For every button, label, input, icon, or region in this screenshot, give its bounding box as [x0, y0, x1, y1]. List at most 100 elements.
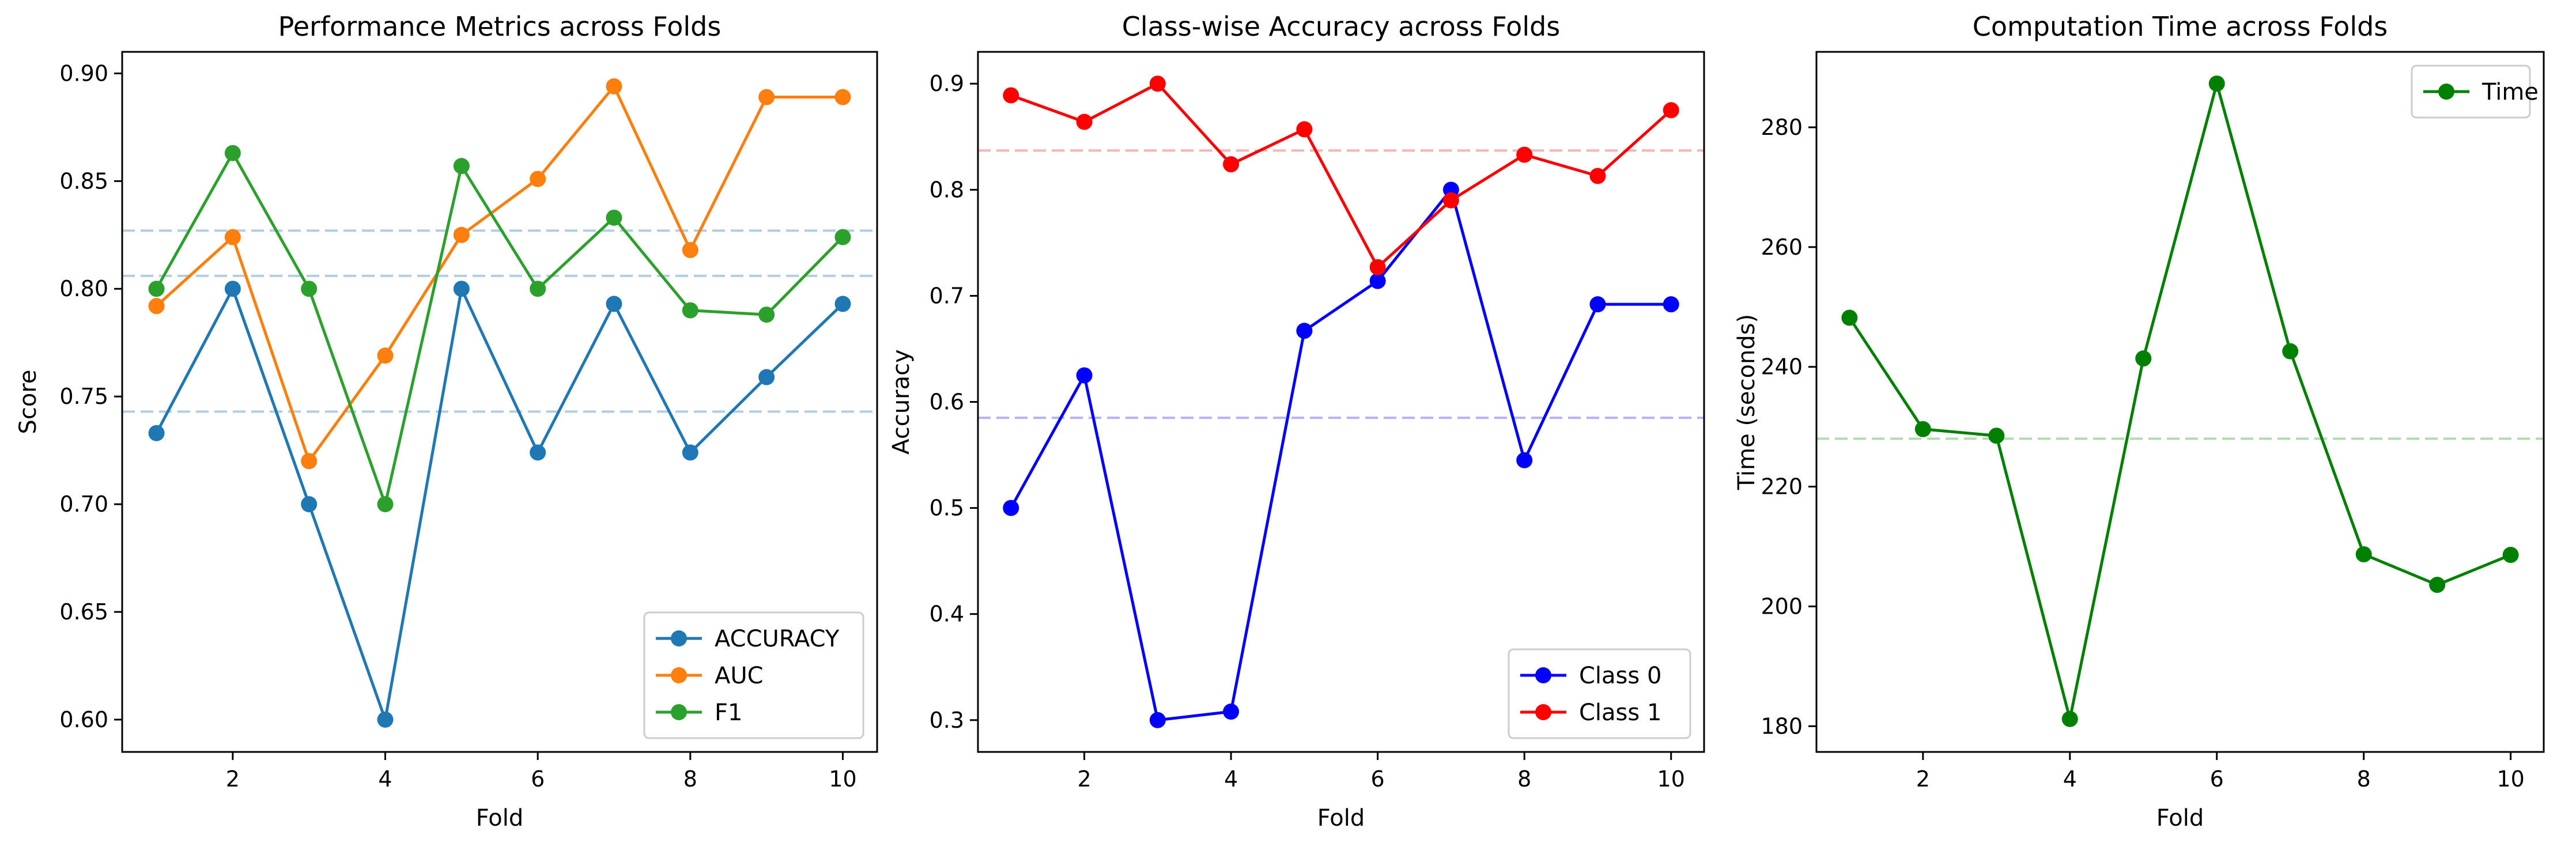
legend-box — [1508, 648, 1691, 739]
data-point-class-0-fold-3 — [1149, 712, 1166, 728]
data-point-class-1-fold-5 — [1296, 121, 1313, 138]
data-point-class-1-fold-2 — [1076, 114, 1093, 130]
y-tick-label: 0.80 — [59, 276, 108, 301]
data-point-f1-fold-1 — [148, 281, 165, 297]
y-tick-label: 0.9 — [930, 71, 964, 96]
y-tick-label: 260 — [1761, 235, 1803, 260]
legend-label-f1: F1 — [715, 699, 742, 726]
data-point-class-1-fold-1 — [1003, 87, 1019, 104]
plot-frame — [977, 51, 1705, 753]
x-tick-label: 8 — [1517, 766, 1531, 792]
x-tick-label: 10 — [2496, 766, 2524, 792]
data-point-accuracy-fold-10 — [834, 296, 851, 312]
legend-marker-f1 — [671, 704, 687, 720]
y-tick-label: 0.7 — [930, 283, 964, 308]
data-point-accuracy-fold-3 — [301, 496, 318, 513]
legend: ACCURACY AUC F1 — [643, 611, 864, 739]
y-tick-label: 180 — [1761, 713, 1803, 739]
y-tick-label: 220 — [1761, 474, 1803, 500]
data-point-time-fold-1 — [1841, 309, 1858, 326]
legend-label-class-0: Class 0 — [1579, 663, 1661, 689]
y-tick-label: 0.6 — [930, 390, 964, 415]
legend-label-class-1: Class 1 — [1579, 699, 1661, 726]
legend-label-time: Time — [2481, 79, 2539, 105]
data-point-accuracy-fold-4 — [377, 711, 394, 728]
data-point-f1-fold-4 — [377, 496, 394, 513]
plot-frame — [1815, 51, 2545, 753]
series-line-time — [1848, 82, 2511, 721]
y-tick-label: 0.8 — [930, 177, 964, 202]
data-point-f1-fold-7 — [606, 209, 622, 226]
data-point-class-0-fold-1 — [1003, 500, 1019, 516]
x-tick-label: 6 — [1371, 766, 1385, 792]
x-tick-label: 2 — [1916, 766, 1930, 792]
y-tick-label: 0.70 — [59, 491, 108, 517]
chart-3: 2 4 6 8 10 180 200 220 240 260 280 Computation Time… — [1733, 11, 2545, 831]
data-point-auc-fold-10 — [834, 89, 851, 105]
data-point-auc-fold-1 — [148, 298, 165, 315]
x-tick-label: 6 — [531, 766, 545, 792]
data-point-class-0-fold-5 — [1296, 323, 1313, 339]
data-point-class-0-fold-10 — [1663, 296, 1679, 313]
y-tick-label: 280 — [1761, 115, 1803, 140]
data-point-accuracy-fold-2 — [224, 281, 241, 297]
data-point-accuracy-fold-1 — [148, 425, 165, 441]
y-tick-label: 0.90 — [59, 60, 108, 86]
x-tick-label: 8 — [2357, 766, 2371, 792]
y-tick-label: 240 — [1761, 354, 1803, 380]
legend-marker-time — [2438, 84, 2454, 100]
series-line-auc — [155, 85, 843, 463]
data-point-class-1-fold-10 — [1663, 102, 1679, 119]
y-tick-label: 0.85 — [59, 168, 108, 194]
data-point-accuracy-fold-5 — [453, 281, 470, 297]
y-tick-label: 0.3 — [930, 708, 964, 733]
x-tick-label: 4 — [1224, 766, 1238, 792]
data-point-auc-fold-3 — [301, 453, 318, 470]
y-axis-label: Score — [15, 369, 41, 434]
series-line-f1 — [155, 152, 844, 506]
data-point-time-fold-3 — [1988, 428, 2005, 444]
data-point-auc-fold-5 — [453, 226, 470, 243]
data-point-accuracy-fold-9 — [758, 369, 775, 385]
data-point-class-1-fold-8 — [1516, 146, 1533, 163]
x-tick-label: 6 — [2210, 766, 2224, 792]
legend-marker-class-0 — [1535, 667, 1551, 683]
data-point-auc-fold-7 — [606, 78, 622, 94]
x-axis-label: Fold — [1317, 805, 1365, 831]
legend: Class 0 Class 1 — [1508, 648, 1691, 739]
data-point-class-0-fold-9 — [1589, 296, 1606, 313]
data-point-f1-fold-10 — [834, 229, 851, 245]
data-point-class-0-fold-4 — [1223, 704, 1240, 720]
y-tick-label: 0.65 — [59, 599, 108, 625]
data-point-auc-fold-2 — [224, 229, 241, 245]
x-tick-label: 4 — [2063, 766, 2077, 792]
data-point-accuracy-fold-6 — [530, 444, 546, 461]
data-point-time-fold-10 — [2502, 547, 2519, 564]
plot-frame — [121, 51, 878, 753]
data-point-class-1-fold-9 — [1589, 168, 1606, 184]
x-tick-label: 8 — [683, 766, 697, 792]
data-point-auc-fold-8 — [682, 241, 698, 258]
data-point-f1-fold-6 — [530, 281, 546, 297]
data-point-class-1-fold-7 — [1442, 192, 1459, 209]
data-point-time-fold-6 — [2208, 75, 2225, 92]
data-point-time-fold-2 — [1914, 421, 1931, 437]
chart-title: Computation Time across Folds — [1973, 11, 2388, 42]
series-line-accuracy — [155, 287, 844, 721]
x-axis-label: Fold — [2156, 805, 2204, 831]
data-point-class-0-fold-6 — [1369, 273, 1386, 289]
chart-2: 2 4 6 8 10 0.3 0.4 0.5 0.6 0.7 0.8 0.9 Class-wise Ac… — [888, 11, 1705, 831]
y-axis-label: Accuracy — [888, 349, 915, 455]
x-tick-label: 10 — [1657, 766, 1685, 792]
x-tick-label: 2 — [226, 766, 240, 792]
legend-label-auc: AUC — [715, 663, 764, 689]
data-point-f1-fold-2 — [224, 145, 241, 161]
data-point-class-1-fold-4 — [1223, 156, 1240, 173]
data-point-accuracy-fold-8 — [682, 444, 698, 461]
data-point-f1-fold-9 — [758, 307, 775, 323]
data-point-auc-fold-9 — [758, 89, 775, 105]
legend: Time — [2411, 65, 2539, 119]
legend-marker-accuracy — [671, 630, 687, 646]
y-axis-label: Time (seconds) — [1733, 314, 1760, 490]
